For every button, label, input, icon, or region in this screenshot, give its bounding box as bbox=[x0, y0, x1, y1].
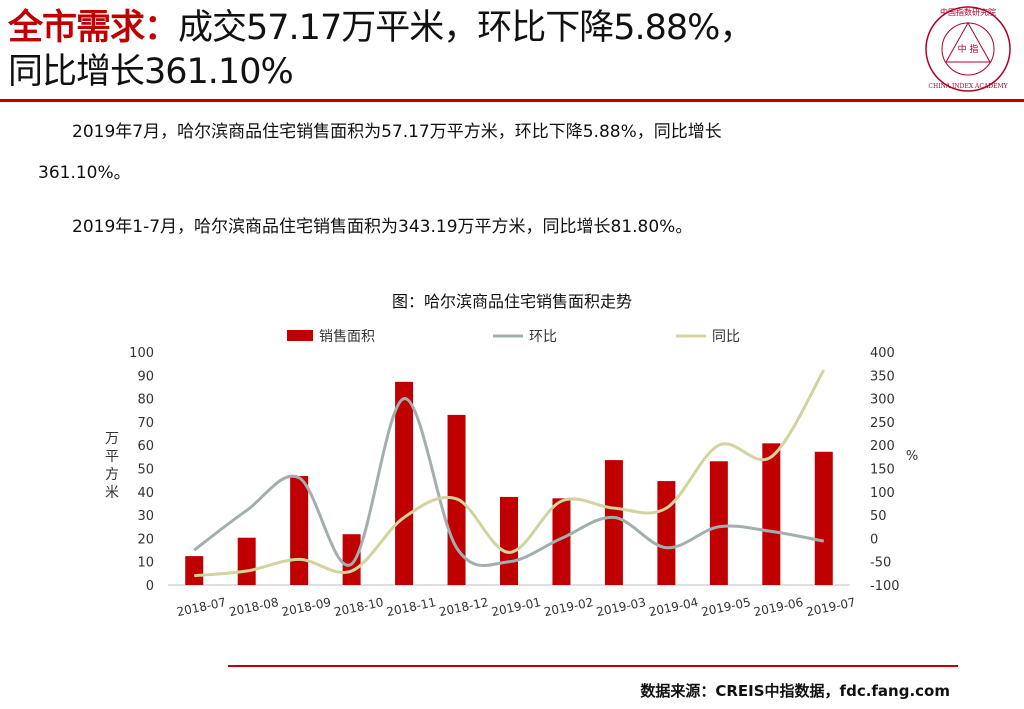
bar-sales-area bbox=[342, 534, 361, 585]
y-left-axis-label-char: 方 bbox=[105, 467, 119, 483]
y-left-tick-label: 30 bbox=[137, 509, 154, 524]
x-tick-label: 2019-07 bbox=[805, 595, 857, 619]
bar-sales-area bbox=[814, 451, 833, 585]
line-yoy-series bbox=[194, 369, 826, 578]
logo-top-text: 中国指数研究院 bbox=[940, 7, 996, 17]
bar-sales-area bbox=[237, 537, 256, 585]
legend-label-sales-area: 销售面积 bbox=[319, 329, 375, 345]
bar-sales-area bbox=[395, 381, 414, 585]
title-line2: 同比增长361.10% bbox=[8, 52, 294, 92]
bar-sales-area bbox=[762, 443, 781, 585]
x-tick-label: 2019-03 bbox=[595, 595, 647, 619]
legend-swatch-sales-area bbox=[287, 330, 313, 341]
y-left-tick-label: 50 bbox=[137, 463, 154, 478]
y-left-tick-label: 0 bbox=[146, 579, 154, 594]
title-headline: 成交57.17万平米，环比下降5.88%， bbox=[178, 8, 754, 48]
y-left-tick-label: 60 bbox=[137, 439, 154, 454]
bar-sales-area bbox=[290, 475, 309, 585]
x-tick-label: 2019-05 bbox=[700, 595, 752, 619]
bar-sales-area bbox=[500, 496, 518, 585]
bar-sales-area bbox=[604, 460, 623, 585]
paragraph-monthly-sales: 2019年7月，哈尔滨商品住宅销售面积为57.17万平方米，环比下降5.88%，… bbox=[72, 122, 722, 142]
legend-label-yoy: 同比 bbox=[712, 329, 740, 345]
header-divider bbox=[0, 99, 1024, 102]
x-tick-label: 2018-07 bbox=[175, 595, 227, 619]
y-left-tick-label: 70 bbox=[137, 416, 154, 431]
x-tick-label: 2018-12 bbox=[438, 595, 490, 619]
title-keyword: 全市需求： bbox=[8, 8, 179, 48]
y-right-tick-label: -100 bbox=[870, 579, 900, 594]
line-mom-series bbox=[193, 397, 825, 567]
bar-sales-area bbox=[552, 498, 571, 585]
bar-sales-area bbox=[657, 481, 676, 585]
y-right-tick-label: 150 bbox=[870, 463, 895, 478]
logo-center-text: 中 指 bbox=[958, 43, 979, 55]
x-tick-label: 2019-06 bbox=[752, 595, 804, 619]
y-right-tick-label: 300 bbox=[870, 393, 895, 408]
y-left-tick-label: 20 bbox=[137, 532, 154, 547]
paragraph-ytd-sales: 2019年1-7月，哈尔滨商品住宅销售面积为343.19万平方米，同比增长81.… bbox=[72, 217, 693, 237]
x-tick-label: 2019-02 bbox=[543, 595, 595, 619]
y-left-tick-label: 90 bbox=[137, 369, 154, 384]
logo-bottom-text: CHINA INDEX ACADEMY bbox=[928, 83, 1008, 90]
y-right-tick-label: 400 bbox=[870, 346, 895, 361]
y-left-axis-label-char: 平 bbox=[105, 449, 119, 465]
y-right-tick-label: 0 bbox=[870, 532, 878, 547]
page-title: 全市需求：成交57.17万平米，环比下降5.88%， 同比增长361.10% bbox=[8, 6, 908, 94]
bar-sales-area bbox=[709, 461, 728, 585]
chart-title: 图：哈尔滨商品住宅销售面积走势 bbox=[391, 292, 632, 311]
footer-divider bbox=[228, 665, 958, 667]
y-right-tick-label: 100 bbox=[870, 486, 895, 501]
y-left-axis-label-char: 米 bbox=[105, 485, 119, 501]
x-tick-label: 2018-11 bbox=[385, 595, 437, 619]
x-tick-label: 2018-09 bbox=[280, 595, 332, 619]
y-left-axis-label-char: 万 bbox=[105, 431, 119, 447]
x-tick-label: 2018-08 bbox=[228, 595, 280, 619]
y-right-tick-label: 350 bbox=[870, 369, 895, 384]
y-right-tick-label: -50 bbox=[870, 556, 891, 571]
y-right-tick-label: 50 bbox=[870, 509, 887, 524]
china-index-academy-logo: 中国指数研究院 中 指 CHINA INDEX ACADEMY bbox=[925, 6, 1011, 92]
y-left-tick-label: 100 bbox=[129, 346, 154, 361]
y-left-tick-label: 80 bbox=[137, 393, 154, 408]
y-left-tick-label: 40 bbox=[137, 486, 154, 501]
legend-label-mom: 环比 bbox=[529, 329, 557, 345]
y-right-tick-label: 250 bbox=[870, 416, 895, 431]
y-right-tick-label: 200 bbox=[870, 439, 895, 454]
x-tick-label: 2019-04 bbox=[648, 595, 700, 619]
x-tick-label: 2019-01 bbox=[490, 595, 542, 619]
bar-sales-area bbox=[185, 556, 204, 585]
paragraph-monthly-sales-continued: 361.10%。 bbox=[38, 163, 131, 183]
y-left-tick-label: 10 bbox=[137, 556, 154, 571]
y-right-axis-label: % bbox=[906, 449, 918, 464]
x-tick-label: 2018-10 bbox=[333, 595, 385, 619]
data-source: 数据来源：CREIS中指数据，fdc.fang.com bbox=[640, 682, 950, 700]
